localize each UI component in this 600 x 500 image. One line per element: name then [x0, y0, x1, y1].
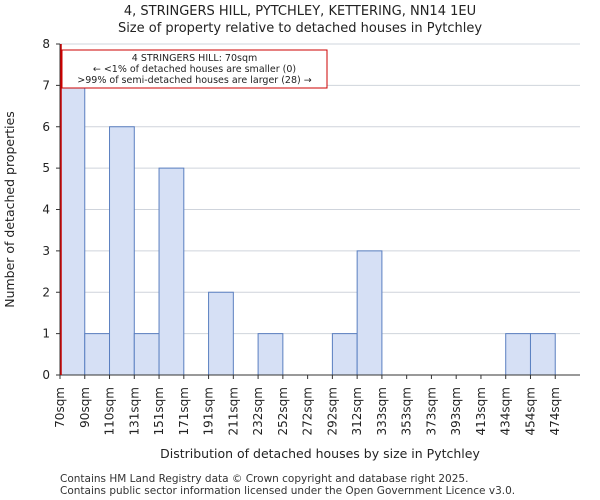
x-tick-label: 272sqm: [301, 387, 315, 435]
x-axis-label: Distribution of detached houses by size …: [160, 446, 480, 461]
y-tick-label: 7: [42, 78, 50, 92]
bar-131sqm: [133, 333, 160, 376]
x-tick-label: 131sqm: [127, 387, 141, 435]
annotation-box: [61, 49, 328, 89]
x-tick-label: 454sqm: [523, 387, 537, 435]
bar-312sqm: [356, 250, 383, 376]
chart-title: 4, STRINGERS HILL, PYTCHLEY, KETTERING, …: [123, 4, 477, 19]
x-tick-label: 110sqm: [103, 387, 117, 435]
y-tick-label: 0: [42, 368, 50, 382]
y-tick-label: 4: [42, 203, 50, 217]
x-tick-label: 211sqm: [226, 387, 240, 435]
x-tick-label: 70sqm: [53, 387, 67, 428]
footer-line-2: Contains public sector information licen…: [60, 485, 516, 497]
x-tick-label: 151sqm: [152, 387, 166, 435]
chart-subtitle: Size of property relative to detached ho…: [117, 21, 483, 36]
x-tick-label: 292sqm: [325, 387, 339, 435]
bar-110sqm: [109, 126, 135, 376]
bar-232sqm: [257, 333, 284, 376]
y-tick-label: 2: [42, 285, 50, 299]
bar-151sqm: [158, 167, 185, 376]
x-tick-label: 434sqm: [499, 387, 513, 435]
x-tick-label: 252sqm: [276, 387, 290, 435]
x-tick-label: 353sqm: [400, 387, 414, 435]
x-tick-label: 312sqm: [350, 387, 364, 435]
bar-191sqm: [208, 291, 234, 376]
y-tick-label: 6: [42, 120, 50, 134]
y-tick-label: 5: [42, 161, 50, 175]
bar-90sqm: [84, 333, 111, 376]
annotation-line: ← <1% of detached houses are smaller (0): [93, 64, 296, 75]
annotation-line: 4 STRINGERS HILL: 70sqm: [132, 53, 258, 64]
y-tick-label: 3: [42, 244, 50, 258]
bar-292sqm: [331, 333, 358, 376]
x-tick-label: 232sqm: [251, 387, 265, 435]
annotation-line: >99% of semi-detached houses are larger …: [77, 75, 311, 86]
y-tick-label: 1: [42, 327, 50, 341]
bar-70sqm: [59, 84, 86, 376]
x-tick-label: 373sqm: [424, 387, 438, 435]
footer-line-1: Contains HM Land Registry data © Crown c…: [60, 473, 469, 485]
x-tick-label: 413sqm: [474, 387, 488, 435]
x-tick-label: 393sqm: [449, 387, 463, 435]
x-tick-label: 333sqm: [375, 387, 389, 435]
x-tick-label: 191sqm: [202, 387, 216, 435]
y-tick-label: 8: [42, 37, 50, 51]
x-tick-label: 90sqm: [78, 387, 92, 428]
x-tick-label: 474sqm: [548, 387, 562, 435]
bar-454sqm: [529, 333, 556, 376]
bar-434sqm: [505, 333, 531, 376]
x-tick-label: 171sqm: [177, 387, 191, 435]
y-axis-label: Number of detached properties: [2, 111, 17, 308]
